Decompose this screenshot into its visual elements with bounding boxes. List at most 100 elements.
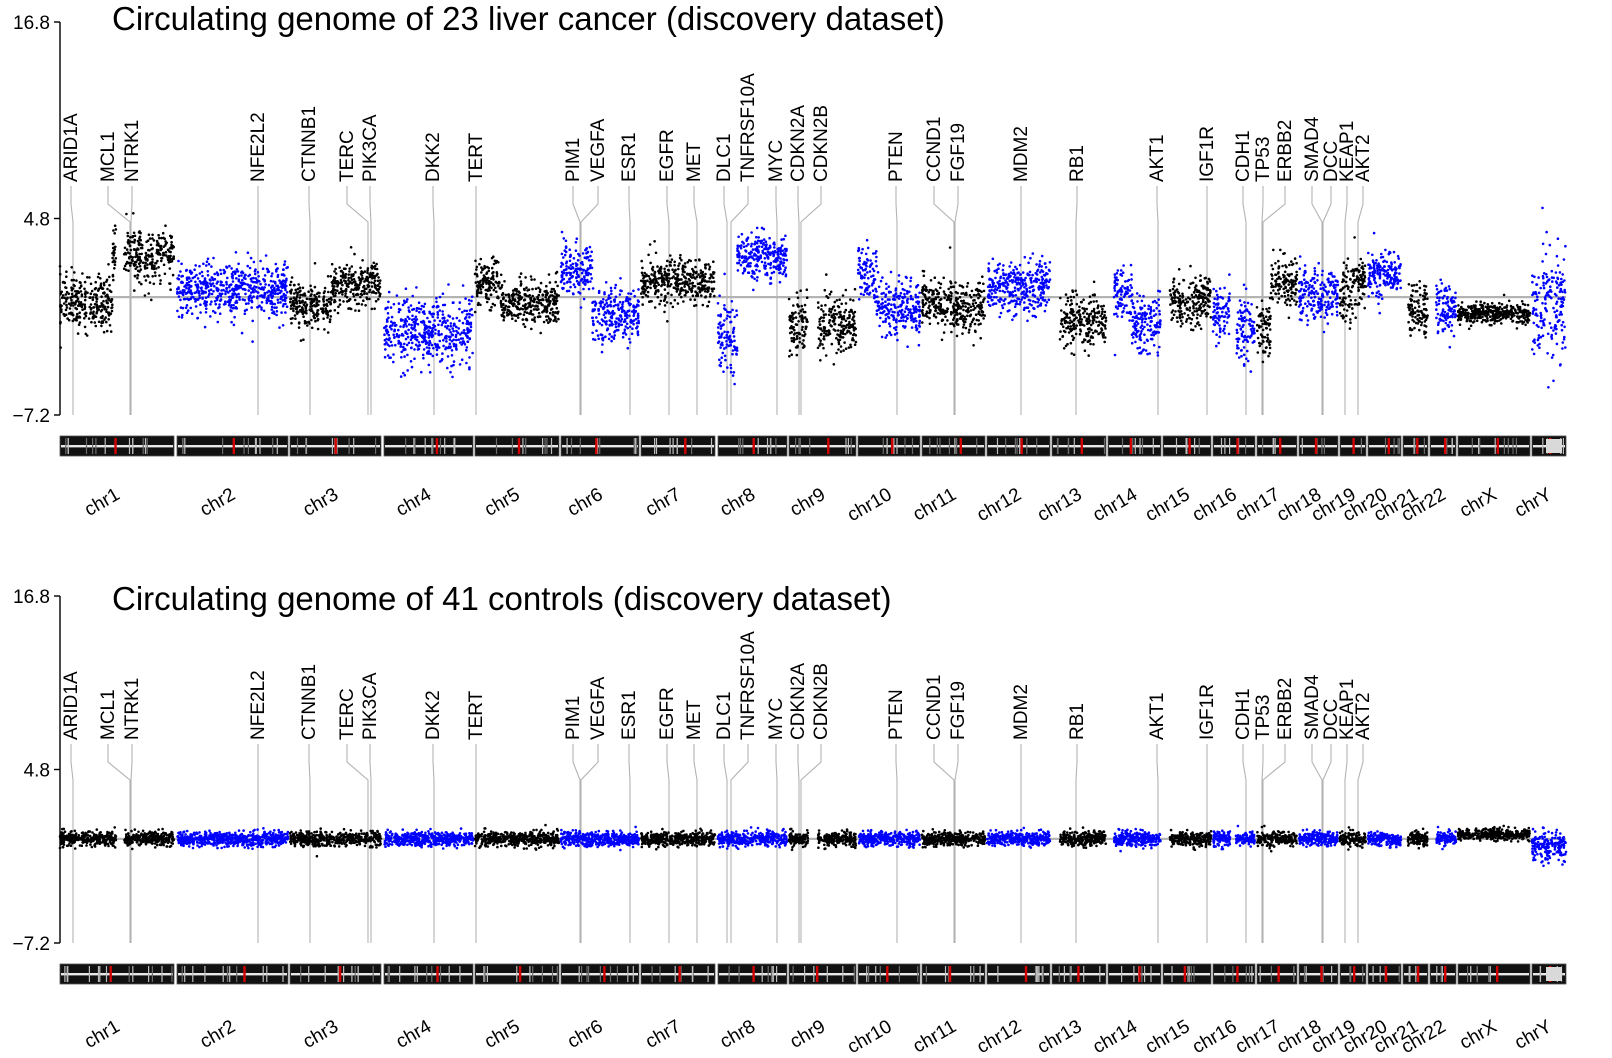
data-point [720, 324, 723, 328]
data-point [1031, 273, 1034, 277]
data-point [759, 254, 762, 257]
data-point [556, 284, 559, 288]
data-point [801, 325, 804, 329]
data-point [200, 286, 203, 290]
data-point [590, 277, 593, 280]
data-point [331, 282, 335, 285]
data-point [776, 256, 779, 260]
data-point [352, 292, 355, 296]
data-point [806, 320, 809, 324]
data-point [387, 338, 391, 341]
data-point [410, 335, 413, 338]
data-point [275, 267, 279, 271]
data-point [861, 247, 864, 251]
data-point [376, 279, 380, 283]
data-point [231, 280, 235, 283]
data-point [237, 274, 241, 278]
data-point [315, 297, 318, 300]
data-point [620, 317, 624, 321]
data-point [436, 313, 440, 316]
data-point [768, 244, 772, 248]
data-point [190, 296, 193, 299]
data-point [829, 290, 833, 294]
data-point [311, 304, 314, 308]
data-point [254, 290, 258, 293]
data-point [964, 291, 968, 295]
data-point [666, 285, 669, 288]
data-point [250, 299, 253, 303]
data-point [75, 279, 78, 282]
data-point [575, 270, 579, 274]
data-point [723, 336, 726, 340]
data-point [790, 337, 793, 340]
data-point [756, 265, 759, 268]
data-point [932, 314, 936, 318]
data-point [852, 329, 856, 332]
data-point [635, 321, 639, 325]
data-point [397, 328, 400, 332]
data-point [404, 337, 408, 341]
data-point [795, 331, 799, 335]
data-point [565, 265, 568, 268]
data-point [942, 331, 946, 334]
data-point [470, 295, 474, 299]
data-point [621, 303, 624, 306]
data-point [295, 302, 299, 305]
data-point [579, 306, 583, 309]
data-point [858, 272, 862, 275]
data-point [499, 301, 503, 305]
data-point [163, 272, 167, 276]
data-point [918, 319, 922, 323]
data-point [371, 271, 375, 275]
data-point [831, 305, 835, 309]
data-point [344, 272, 348, 276]
gene-line [666, 186, 670, 415]
data-point [653, 306, 657, 309]
data-point [960, 299, 963, 303]
data-point [964, 305, 967, 308]
data-point [243, 312, 247, 316]
data-point [927, 306, 930, 310]
data-point [822, 316, 826, 319]
data-point [665, 264, 668, 268]
data-point [203, 325, 207, 329]
data-point [779, 260, 782, 264]
data-point [152, 282, 156, 286]
data-point [302, 303, 306, 307]
data-point [621, 335, 625, 339]
data-point [656, 289, 660, 292]
data-point [533, 316, 536, 319]
data-point [999, 275, 1003, 279]
data-point [630, 332, 634, 336]
data-point [708, 295, 712, 298]
data-point [749, 250, 753, 254]
data-point [207, 262, 211, 266]
data-point [140, 282, 143, 286]
data-point [80, 305, 84, 309]
data-point [779, 250, 782, 254]
data-point [170, 260, 174, 263]
data-point [231, 293, 235, 297]
data-point [479, 279, 482, 283]
data-point [417, 301, 421, 305]
data-point [329, 309, 332, 313]
data-point [128, 244, 132, 248]
data-point [977, 292, 980, 296]
data-point [230, 309, 233, 313]
data-point [407, 341, 411, 345]
gene-line [107, 186, 131, 415]
data-point [440, 359, 444, 362]
data-point [940, 319, 944, 323]
data-point [499, 287, 502, 290]
data-point [565, 260, 569, 264]
data-point [896, 314, 900, 317]
data-point [94, 296, 98, 299]
data-point [449, 370, 452, 374]
data-point [943, 296, 946, 300]
data-point [660, 272, 663, 276]
data-point [694, 277, 697, 280]
data-point [176, 277, 179, 280]
data-point [431, 327, 434, 330]
data-point [247, 274, 250, 278]
data-point [223, 271, 226, 275]
